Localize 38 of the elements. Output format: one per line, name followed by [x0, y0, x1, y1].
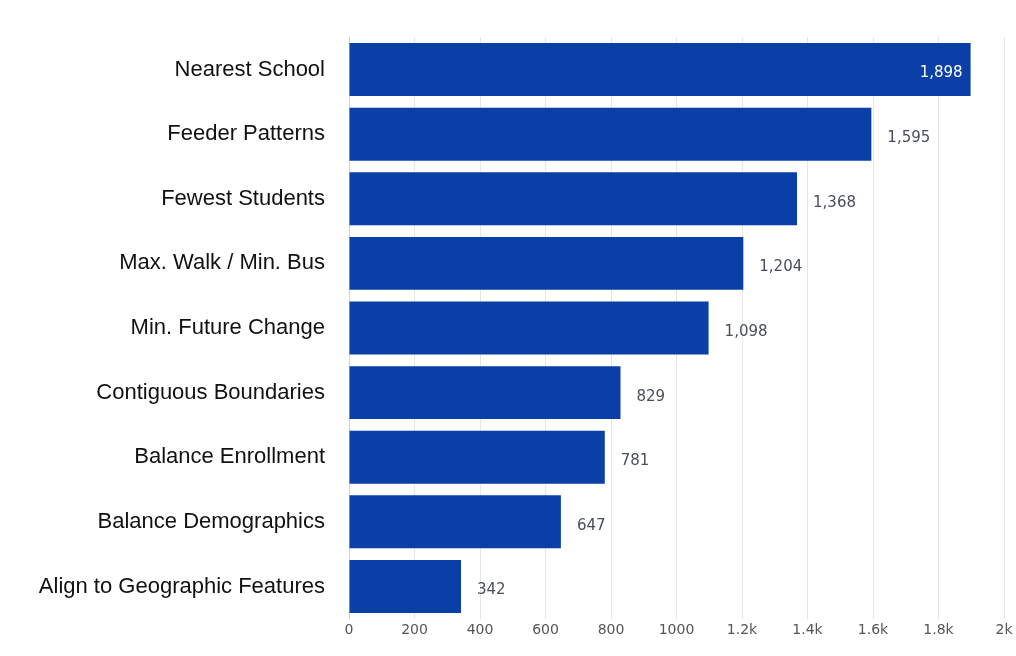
y-tick-label: Contiguous Boundaries: [96, 378, 325, 404]
y-tick-label: Balance Enrollment: [134, 443, 325, 469]
x-tick-label: 800: [597, 620, 625, 637]
data-label: 1,098: [724, 321, 768, 340]
bar: [349, 236, 744, 290]
x-tick-label: 1.2k: [726, 620, 759, 637]
y-tick-label: Feeder Patterns: [167, 120, 325, 146]
y-tick-label: Balance Demographics: [97, 507, 325, 533]
data-label: 342: [477, 580, 506, 599]
data-label: 1,898: [919, 63, 963, 82]
x-tick-label: 400: [466, 620, 494, 637]
data-label: 829: [636, 386, 666, 405]
bar: [349, 301, 709, 355]
bar: [349, 495, 561, 549]
data-label: 781: [620, 451, 650, 470]
data-label: 1,204: [759, 257, 803, 276]
bar: [349, 559, 462, 613]
y-tick-label: Min. Future Change: [130, 314, 325, 340]
x-tick-label: 1.8k: [923, 620, 955, 637]
y-tick-label: Align to Geographic Features: [38, 572, 325, 598]
bar: [349, 43, 971, 97]
x-tick-label: 200: [401, 620, 428, 637]
x-tick-label: 600: [532, 620, 559, 637]
bar: [349, 366, 621, 420]
x-tick-label: 1.4k: [792, 620, 824, 637]
bar: [349, 430, 605, 484]
x-tick-label: 0: [344, 620, 354, 637]
data-label: 647: [576, 515, 606, 534]
data-label: 1,368: [813, 192, 856, 211]
bar: [349, 172, 798, 226]
x-tick-label: 1000: [658, 620, 695, 637]
data-label: 1,595: [887, 128, 931, 147]
x-tick-label: 1.6k: [857, 620, 890, 637]
x-tick-label: 2k: [995, 620, 1014, 637]
bar: [349, 107, 872, 161]
y-tick-label: Fewest Students: [161, 184, 325, 210]
y-tick-label: Max. Walk / Min. Bus: [119, 249, 325, 275]
y-tick-label: Nearest School: [174, 55, 325, 81]
